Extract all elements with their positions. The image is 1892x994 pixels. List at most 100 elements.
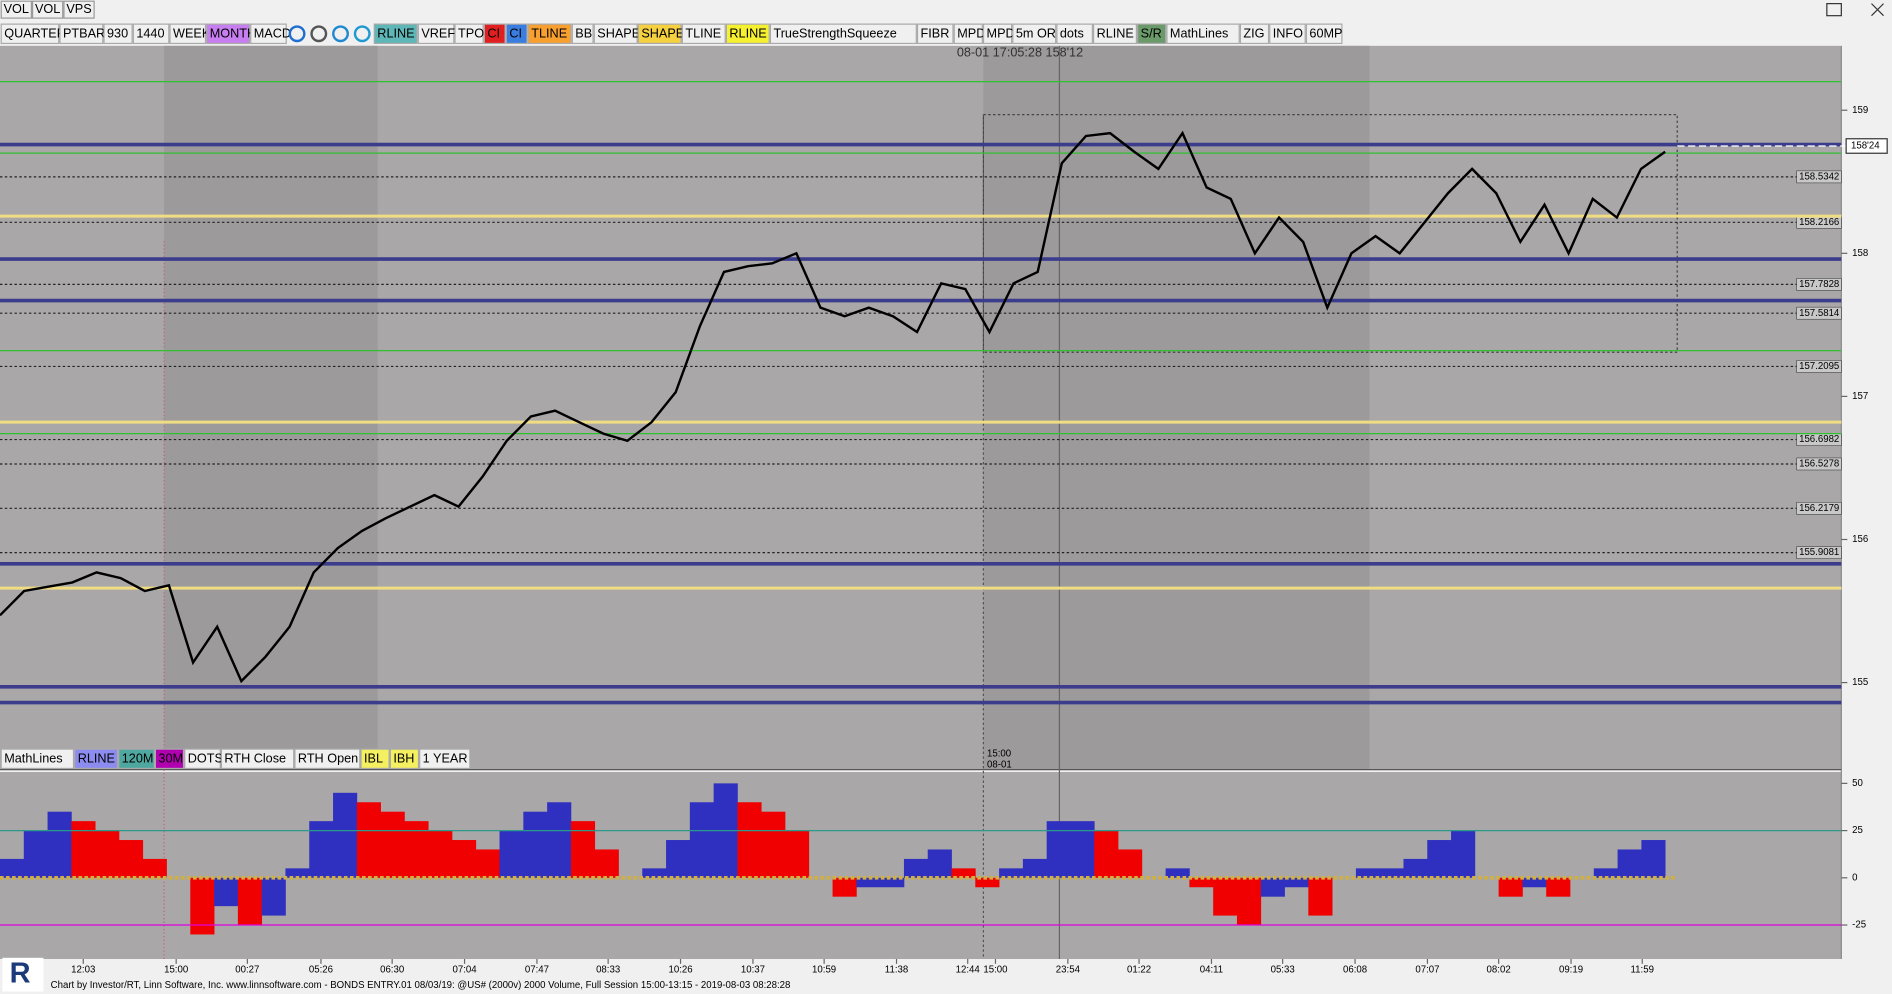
toolbar-button[interactable] (681, 23, 726, 45)
oscillator-bar (1046, 821, 1071, 878)
toolbar-button-label[interactable]: TLINE (685, 27, 721, 41)
toolbar-button-label[interactable]: 30M (158, 752, 183, 766)
oscillator-bar (594, 849, 619, 878)
toolbar-button-label[interactable]: MathLines (4, 752, 62, 766)
toolbar-button[interactable] (59, 23, 104, 45)
toolbar-button-label[interactable]: RTH Close (224, 752, 286, 766)
toolbar-icon[interactable] (353, 25, 371, 43)
toolbar-button-label[interactable]: MPD (957, 27, 985, 41)
tab[interactable] (63, 0, 95, 19)
toolbar-button-label[interactable]: MONTH (210, 27, 256, 41)
toolbar-button[interactable] (419, 748, 471, 770)
toolbar-button-label[interactable]: MPD (987, 27, 1015, 41)
toolbar-button[interactable] (916, 23, 954, 45)
toolbar-button[interactable] (220, 748, 295, 770)
toolbar-button-label[interactable]: WEEK (173, 27, 211, 41)
toolbar-button-label[interactable]: 1440 (136, 27, 164, 41)
toolbar-button[interactable] (389, 748, 420, 770)
toolbar-button[interactable] (953, 23, 983, 45)
toolbar-button-label[interactable]: QUARTER (4, 27, 66, 41)
tab-label[interactable]: VOL (4, 2, 29, 16)
toolbar-button[interactable] (1012, 23, 1057, 45)
toolbar-button-label[interactable]: TLINE (531, 27, 567, 41)
toolbar-button[interactable] (169, 23, 207, 45)
toolbar-button[interactable] (593, 23, 638, 45)
toolbar-button[interactable] (1305, 23, 1343, 45)
toolbar-button-label[interactable]: RLINE (377, 27, 414, 41)
toolbar-button[interactable] (132, 23, 170, 45)
toolbar-button[interactable] (1166, 23, 1240, 45)
restore-button[interactable] (1826, 3, 1842, 17)
toolbar-button-label[interactable]: SHAPE (641, 27, 684, 41)
toolbar-button-label[interactable]: 1 YEAR (423, 752, 468, 766)
toolbar-button[interactable] (1269, 23, 1306, 45)
toolbar-button-label[interactable]: CI (487, 27, 500, 41)
toolbar-button[interactable] (0, 23, 60, 45)
toolbar-button-label[interactable]: MathLines (1170, 27, 1228, 41)
toolbar-button[interactable] (1137, 23, 1167, 45)
toolbar-button-label[interactable]: TrueStrengthSqueeze (773, 27, 896, 41)
toolbar-button[interactable] (417, 23, 455, 45)
toolbar-button[interactable] (571, 23, 594, 45)
toolbar-button-label[interactable]: PTBAR (63, 27, 105, 41)
last-price-box (1845, 138, 1888, 154)
toolbar-button[interactable] (360, 748, 390, 770)
toolbar-button[interactable] (250, 23, 287, 45)
toolbar-button[interactable] (74, 748, 119, 770)
toolbar-button-label[interactable]: SHAPE (597, 27, 640, 41)
toolbar-button-label[interactable]: RLINE (1097, 27, 1134, 41)
toolbar-button-label[interactable]: RTH Open (298, 752, 358, 766)
toolbar-button[interactable] (725, 23, 770, 45)
toolbar-icon[interactable] (288, 25, 306, 43)
toolbar-button[interactable] (483, 23, 506, 45)
toolbar-button-label[interactable]: VREF (421, 27, 455, 41)
toolbar-button-label[interactable]: 120M (122, 752, 154, 766)
tab-label[interactable]: VPS (66, 2, 91, 16)
toolbar-button-label[interactable]: dots (1060, 27, 1084, 41)
toolbar-button-label[interactable]: MACD (254, 27, 291, 41)
toolbar-button-label[interactable]: RLINE (78, 752, 115, 766)
toolbar-button-label[interactable]: DOTS (188, 752, 223, 766)
toolbar-button[interactable] (154, 748, 185, 770)
toolbar-button-label[interactable]: S/R (1141, 27, 1162, 41)
toolbar-button[interactable] (769, 23, 917, 45)
toolbar-button[interactable] (294, 748, 361, 770)
toolbar-icon[interactable] (310, 25, 328, 43)
toolbar-button[interactable] (1056, 23, 1093, 45)
toolbar-button[interactable] (118, 748, 155, 770)
toolbar-button-label[interactable]: 5m OR (1016, 27, 1056, 41)
tab-label[interactable]: VOL (35, 2, 60, 16)
toolbar-button[interactable] (0, 748, 75, 770)
toolbar-button[interactable] (1092, 23, 1138, 45)
toolbar-icon[interactable] (332, 25, 349, 43)
toolbar-button[interactable] (637, 23, 682, 45)
toolbar-button[interactable] (982, 23, 1013, 45)
toolbar-button[interactable] (505, 23, 528, 45)
toolbar-button[interactable] (373, 23, 418, 45)
close-button[interactable] (1871, 3, 1884, 17)
toolbar-button-label[interactable]: IBL (364, 752, 383, 766)
toolbar-button-label[interactable]: IBH (393, 752, 414, 766)
toolbar-button[interactable] (527, 23, 572, 45)
oscillator-bar (23, 830, 48, 878)
toolbar-button-label[interactable]: TPO (458, 27, 484, 41)
toolbar-button-label[interactable]: FIBR (921, 27, 950, 41)
toolbar-button-label[interactable]: INFO (1273, 27, 1303, 41)
level-label: 157.5814 (1799, 308, 1840, 319)
toolbar-button-label[interactable]: CI (509, 27, 522, 41)
toolbar-button[interactable] (206, 23, 251, 45)
tab[interactable] (0, 0, 32, 19)
tab[interactable] (31, 0, 64, 19)
toolbar-button[interactable] (454, 23, 484, 45)
toolbar-button-label[interactable]: BB (575, 27, 592, 41)
toolbar-button-label[interactable]: RLINE (729, 27, 766, 41)
toolbar-button[interactable] (1239, 23, 1270, 45)
toolbar-button[interactable] (184, 748, 221, 770)
level-label: 156.6982 (1799, 434, 1839, 445)
toolbar-button[interactable] (103, 23, 133, 45)
toolbar-button-label[interactable]: 930 (107, 27, 128, 41)
x-tick-label: 05:33 (1271, 964, 1295, 975)
toolbar-button-label[interactable]: ZIG (1243, 27, 1264, 41)
toolbar-button-label[interactable]: 60MP (1309, 27, 1342, 41)
